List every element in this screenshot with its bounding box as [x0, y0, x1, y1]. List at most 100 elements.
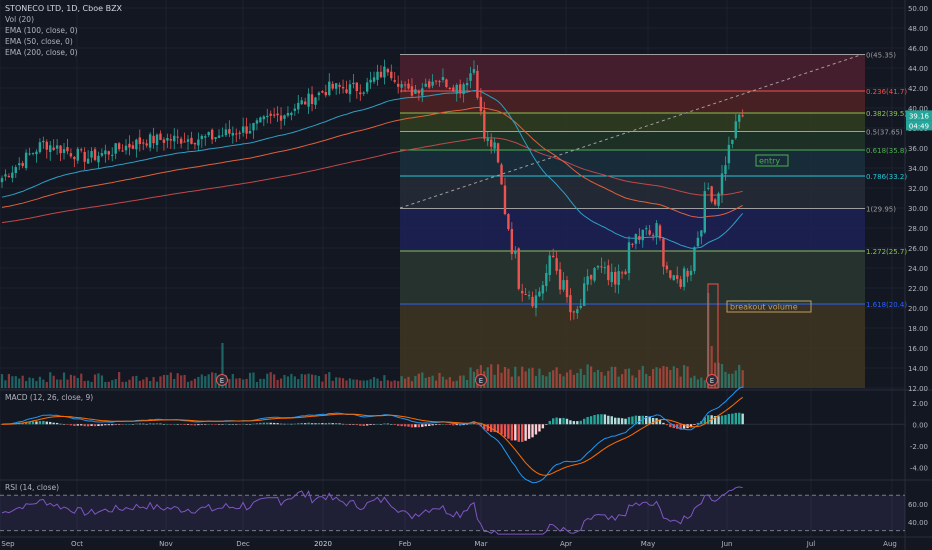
candle-body: [297, 102, 300, 110]
candle-body: [80, 149, 83, 151]
volume-bar: [100, 375, 104, 388]
volume-bar: [345, 380, 348, 388]
indicator-volume[interactable]: Vol (20): [5, 15, 34, 24]
volume-bar: [603, 375, 606, 388]
macd-signal-line: [1, 396, 743, 476]
breakout-volume-annotation-box[interactable]: [726, 300, 812, 313]
volume-bar: [97, 373, 100, 388]
macd-histogram-bar: [445, 424, 448, 425]
macd-histogram-bar: [503, 424, 507, 437]
candle-body: [42, 140, 45, 143]
volume-bar: [652, 369, 655, 388]
macd-histogram-bar: [438, 424, 441, 425]
earnings-event-marker[interactable]: [706, 374, 718, 386]
volume-bar: [517, 376, 520, 388]
price-axis-tick: 42.00: [908, 85, 928, 93]
candle-body: [104, 150, 107, 155]
macd-histogram-bar: [276, 423, 279, 425]
fib-zone: [400, 251, 865, 304]
volume-bar: [717, 362, 720, 388]
earnings-event-marker[interactable]: [216, 374, 228, 386]
price-axis-tick: 28.00: [908, 225, 928, 233]
candle-body: [617, 271, 620, 285]
macd-histogram-bar: [410, 424, 414, 428]
volume-bar: [169, 372, 172, 388]
volume-bar: [441, 376, 445, 388]
rsi-title[interactable]: RSI (14, close): [5, 483, 59, 492]
indicator-ema-200[interactable]: EMA (200, close, 0): [5, 48, 78, 57]
candle-body: [369, 79, 372, 83]
annotations[interactable]: entry breakout volume: [707, 154, 812, 389]
candle-body: [214, 137, 217, 139]
price-axis-tick: 50.00: [908, 5, 928, 13]
volume-bar: [166, 375, 169, 388]
candle-body: [390, 71, 393, 79]
volume-bar: [486, 367, 489, 388]
candle-body: [734, 121, 737, 139]
volume-bar: [424, 377, 427, 388]
macd-histogram-bar: [210, 424, 214, 425]
macd-histogram-bar: [317, 423, 321, 425]
macd-histogram-bar: [465, 424, 469, 425]
macd-histogram-bar: [269, 422, 272, 425]
indicator-ema-50[interactable]: EMA (50, close, 0): [5, 37, 73, 46]
macd-histogram-bar: [707, 415, 710, 425]
candle-body: [548, 255, 551, 275]
volume-bar: [469, 367, 472, 388]
macd-histogram-bar: [441, 424, 445, 425]
price-axis-tick: 22.00: [908, 285, 928, 293]
indicator-ema-100[interactable]: EMA (100, close, 0): [5, 26, 78, 35]
candle-body: [255, 120, 259, 124]
breakout-volume-annotation-label: breakout volume: [730, 303, 798, 312]
volume-bar: [428, 376, 431, 388]
candle-body: [128, 143, 131, 148]
candle-body: [186, 139, 190, 142]
entry-annotation-box[interactable]: [755, 154, 789, 167]
macd-histogram-bar: [400, 424, 403, 427]
price-axis[interactable]: 50.0048.0046.0044.0042.0040.0038.0036.00…: [906, 5, 932, 527]
macd-histogram-bar: [286, 423, 290, 425]
volume-bar: [524, 371, 527, 388]
volume-bar: [238, 378, 241, 388]
volume-bar: [252, 372, 255, 388]
candle-body: [679, 279, 682, 287]
candle-body: [355, 82, 359, 92]
earnings-event-marker[interactable]: [475, 374, 487, 386]
macd-pane: [0, 386, 905, 484]
fib-level-label: 0.618(35.8): [866, 147, 907, 155]
volume-bar: [66, 379, 69, 388]
volume-bar: [328, 372, 331, 388]
breakout-volume-highlight[interactable]: [707, 283, 719, 389]
macd-histogram-bar: [669, 424, 672, 428]
candle-body: [76, 148, 79, 161]
volume-bar: [448, 377, 451, 388]
macd-histogram-bar: [693, 424, 696, 425]
macd-title[interactable]: MACD (12, 26, close, 9): [5, 393, 93, 402]
symbol-title[interactable]: STONECO LTD, 1D, Cboe BZX: [5, 4, 123, 13]
macd-histogram-bar: [593, 414, 596, 425]
candle-body: [383, 66, 386, 78]
macd-histogram-bar: [83, 424, 86, 427]
candle-body: [221, 135, 224, 137]
candle-body: [448, 87, 452, 89]
candle-body: [90, 151, 93, 158]
candle-body: [200, 135, 204, 140]
macd-histogram-bar: [648, 416, 651, 425]
time-axis[interactable]: Sep Oct Nov Dec 2020 Feb Mar Apr May Jun Jul Aug: [1, 540, 896, 548]
volume-bar: [393, 380, 396, 388]
macd-histogram-bar: [734, 412, 737, 425]
fibonacci-retracement[interactable]: 0(45.35) 0.236(41.7) 0.382(39.5) 0.5(37.65)…: [399, 52, 907, 389]
candle-body: [321, 91, 324, 93]
macd-histogram-bar: [155, 423, 159, 425]
macd-histogram-bar: [266, 422, 269, 425]
macd-histogram-bar: [279, 423, 283, 425]
candle-body: [269, 113, 272, 116]
macd-histogram-bar: [49, 421, 52, 425]
volume-bar: [31, 378, 35, 388]
candle-body: [469, 73, 472, 81]
volume-bar: [496, 364, 500, 388]
macd-histogram-bar: [173, 424, 176, 425]
